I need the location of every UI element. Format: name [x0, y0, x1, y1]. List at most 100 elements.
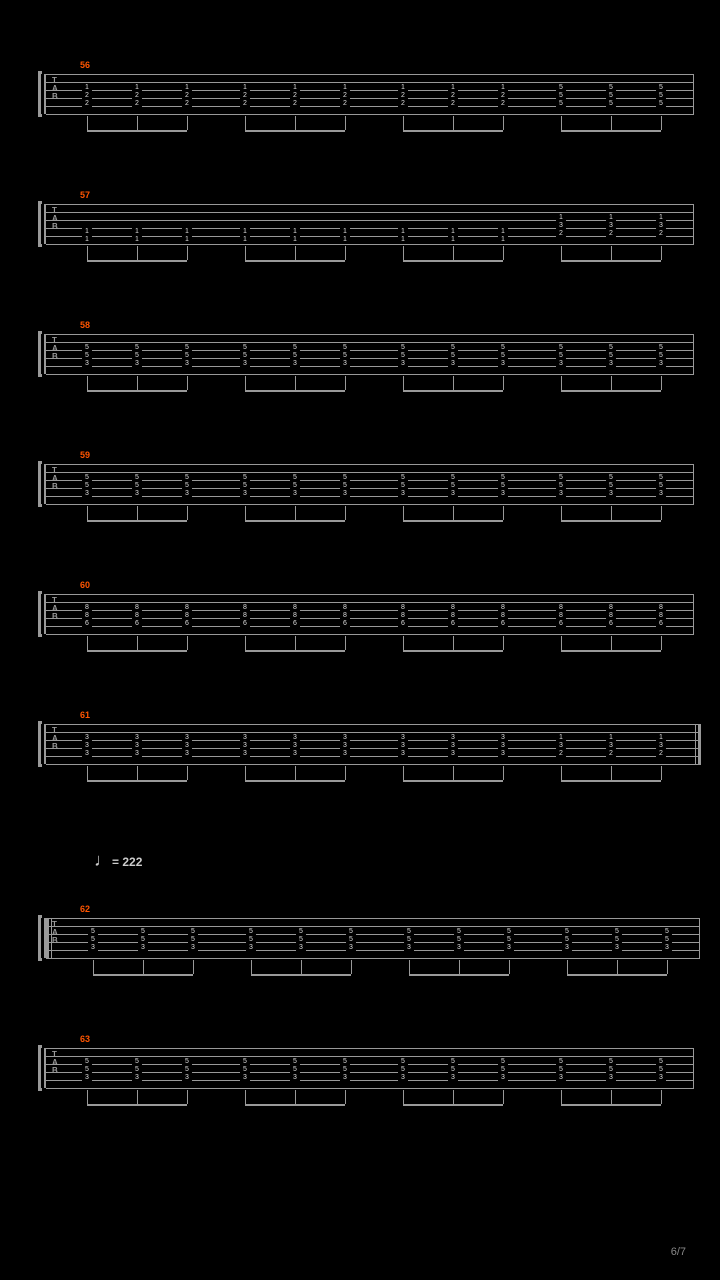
staff-bracket	[38, 461, 42, 507]
note-column: 122	[340, 83, 350, 107]
measure-number: 56	[80, 60, 90, 70]
note-column: 553	[240, 343, 250, 367]
fret-number: 5	[662, 928, 672, 935]
fret-number: 1	[132, 228, 142, 235]
fret-number: 2	[182, 92, 192, 99]
barline	[693, 1048, 694, 1088]
note-column: 11	[182, 227, 192, 243]
string-line	[46, 220, 694, 221]
fret-number: 8	[606, 612, 616, 619]
tab-measure: 60TAB88688688688688688688688688688688688…	[44, 594, 684, 634]
note-column: 553	[504, 927, 514, 951]
barline	[693, 594, 694, 634]
measure-number: 60	[80, 580, 90, 590]
fret-number: 8	[340, 612, 350, 619]
fret-number: 5	[132, 482, 142, 489]
string-line	[46, 732, 701, 733]
repeat-end-icon	[693, 724, 701, 764]
note-column: 333	[498, 733, 508, 757]
fret-number: 5	[656, 482, 666, 489]
note-column: 553	[188, 927, 198, 951]
fret-number: 5	[296, 936, 306, 943]
note-column: 553	[556, 343, 566, 367]
fret-number: 1	[498, 228, 508, 235]
beam-group	[245, 506, 345, 524]
note-column: 122	[498, 83, 508, 107]
fret-number: 5	[398, 482, 408, 489]
fret-number: 8	[240, 604, 250, 611]
string-line	[46, 358, 694, 359]
note-column: 11	[132, 227, 142, 243]
note-column: 553	[498, 473, 508, 497]
note-column: 886	[656, 603, 666, 627]
fret-number: 3	[290, 490, 300, 497]
staff-lines: 122122122122122122122122122555555555	[44, 74, 692, 114]
string-line	[46, 82, 694, 83]
fret-number: 5	[88, 928, 98, 935]
string-line	[46, 212, 694, 213]
beam-group	[403, 376, 503, 394]
fret-number: 2	[398, 92, 408, 99]
fret-number: 1	[340, 236, 350, 243]
note-column: 555	[606, 83, 616, 107]
fret-number: 3	[82, 1074, 92, 1081]
fret-number: 6	[398, 620, 408, 627]
fret-number: 5	[562, 928, 572, 935]
note-column: 555	[556, 83, 566, 107]
fret-number: 5	[556, 474, 566, 481]
fret-number: 5	[498, 1066, 508, 1073]
fret-number: 3	[132, 742, 142, 749]
note-column: 333	[448, 733, 458, 757]
beam-group	[245, 376, 345, 394]
fret-number: 5	[606, 100, 616, 107]
string-line	[46, 488, 694, 489]
note-column: 122	[132, 83, 142, 107]
string-line	[46, 244, 694, 245]
fret-number: 3	[498, 1074, 508, 1081]
beam-group	[87, 636, 187, 654]
string-line	[46, 74, 694, 75]
fret-number: 3	[562, 944, 572, 951]
fret-number: 1	[448, 84, 458, 91]
note-column: 886	[240, 603, 250, 627]
note-column: 886	[606, 603, 616, 627]
note-column: 553	[404, 927, 414, 951]
fret-number: 3	[556, 360, 566, 367]
fret-number: 5	[498, 344, 508, 351]
measure-number: 58	[80, 320, 90, 330]
fret-number: 1	[398, 228, 408, 235]
string-line	[46, 1056, 694, 1057]
fret-number: 6	[182, 620, 192, 627]
fret-number: 2	[340, 92, 350, 99]
note-column: 132	[656, 213, 666, 237]
fret-number: 6	[656, 620, 666, 627]
fret-number: 8	[182, 604, 192, 611]
note-column: 122	[448, 83, 458, 107]
tab-measure: 62TAB55355355355355355355355355355355355…	[44, 918, 684, 958]
fret-number: 8	[498, 604, 508, 611]
fret-number: 2	[240, 92, 250, 99]
note-column: 553	[606, 473, 616, 497]
fret-number: 2	[656, 750, 666, 757]
fret-number: 8	[656, 612, 666, 619]
fret-number: 3	[498, 360, 508, 367]
beam-group	[87, 1090, 187, 1108]
fret-number: 5	[82, 482, 92, 489]
note-column: 11	[290, 227, 300, 243]
beam-group	[567, 960, 667, 978]
fret-number: 3	[498, 742, 508, 749]
fret-number: 3	[82, 734, 92, 741]
fret-number: 1	[82, 84, 92, 91]
repeat-start-icon	[46, 918, 54, 958]
fret-number: 3	[398, 734, 408, 741]
fret-number: 3	[340, 734, 350, 741]
beam-group	[561, 246, 661, 264]
fret-number: 1	[290, 228, 300, 235]
tab-measure: 57TAB111111111111111111132132132	[44, 204, 684, 244]
fret-number: 5	[404, 928, 414, 935]
note-column: 553	[182, 1057, 192, 1081]
fret-number: 5	[398, 352, 408, 359]
fret-number: 5	[498, 482, 508, 489]
note-column: 333	[240, 733, 250, 757]
fret-number: 6	[606, 620, 616, 627]
